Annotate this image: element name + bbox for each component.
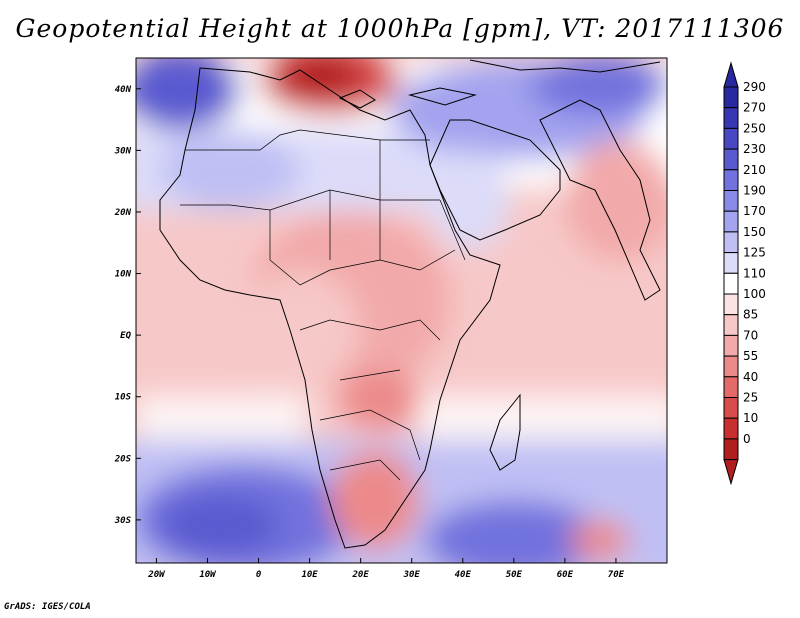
y-tick-label: 10N — [115, 270, 132, 280]
plot-frame — [135, 57, 668, 564]
colorbar-label: 70 — [743, 328, 758, 342]
geopotential-field — [136, 58, 667, 563]
y-tick-label: 30N — [114, 146, 132, 156]
x-tick-label: 20W — [147, 570, 166, 580]
colorbar-label: 100 — [743, 287, 766, 301]
colorbar-swatch — [723, 438, 739, 461]
y-tick-label: 20N — [114, 208, 132, 218]
colorbar-top-arrow — [723, 61, 739, 88]
x-tick-label: 20E — [352, 570, 370, 580]
colorbar-label: 25 — [743, 391, 758, 405]
colorbar-swatch — [723, 272, 739, 295]
colorbar-swatch — [723, 397, 739, 419]
colorbar-label: 150 — [743, 225, 766, 239]
x-tick-label: 10W — [199, 570, 217, 580]
colorbar-swatch — [723, 127, 739, 150]
colorbar-label: 290 — [743, 80, 766, 94]
colorbar-label: 55 — [743, 349, 758, 363]
colorbar-label: 270 — [743, 101, 766, 115]
colorbar-swatch — [723, 231, 739, 254]
colorbar-legend: 2902702502302101901701501251101008570554… — [723, 61, 766, 486]
colorbar-label: 85 — [743, 308, 758, 322]
colorbar-swatch — [723, 190, 739, 212]
colorbar-label: 125 — [743, 246, 766, 260]
x-tick-label: 50E — [506, 570, 523, 580]
colorbar-swatch — [723, 252, 739, 274]
y-axis-ticks: 40N 30N 20N 10N EQ 10S 20S 30S — [114, 85, 141, 526]
colorbar-swatch — [723, 210, 739, 233]
coastlines — [159, 59, 661, 549]
colorbar-label: 10 — [743, 411, 758, 425]
y-tick-label: 20S — [114, 454, 132, 464]
y-tick-label: 40N — [115, 85, 132, 95]
colorbar-swatch — [723, 293, 739, 316]
x-tick-label: 30E — [403, 570, 421, 580]
colorbar-label: 110 — [743, 266, 766, 280]
y-tick-label: 10S — [115, 393, 132, 403]
colorbar-swatch — [723, 334, 739, 357]
x-tick-label: 70E — [608, 570, 625, 580]
colorbar-label: 0 — [743, 432, 751, 446]
colorbar-swatch — [723, 314, 739, 336]
colorbar-label: 190 — [743, 184, 766, 198]
colorbar-swatch — [723, 376, 739, 398]
y-tick-label: 30S — [114, 516, 132, 526]
x-tick-label: 60E — [557, 570, 574, 580]
colorbar-label: 250 — [743, 121, 766, 135]
x-tick-label: 40E — [455, 570, 472, 580]
colorbar-swatch — [723, 169, 739, 192]
colorbar-swatch — [723, 148, 739, 171]
colorbar-label: 210 — [743, 163, 766, 177]
colorbar-label: 170 — [743, 204, 766, 218]
country-borders — [180, 129, 466, 481]
map-title: Geopotential Height at 1000hPa [gpm], VT… — [15, 14, 785, 43]
x-axis-ticks: 20W 10W 0 10E 20E 30E 40E 50E 60E 70E — [147, 558, 625, 580]
colorbar-label: 40 — [743, 370, 758, 384]
colorbar-label: 230 — [743, 142, 766, 156]
colorbar-swatch — [723, 107, 739, 129]
colorbar-swatch — [723, 417, 739, 440]
y-tick-label: EQ — [120, 331, 131, 341]
colorbar-bottom-arrow — [723, 459, 739, 486]
colorbar-swatch — [723, 355, 739, 378]
x-tick-label: 0 — [256, 570, 262, 580]
colorbar-swatch — [723, 86, 739, 109]
x-tick-label: 10E — [301, 570, 318, 580]
grads-credit: GrADS: IGES/COLA — [4, 602, 91, 612]
